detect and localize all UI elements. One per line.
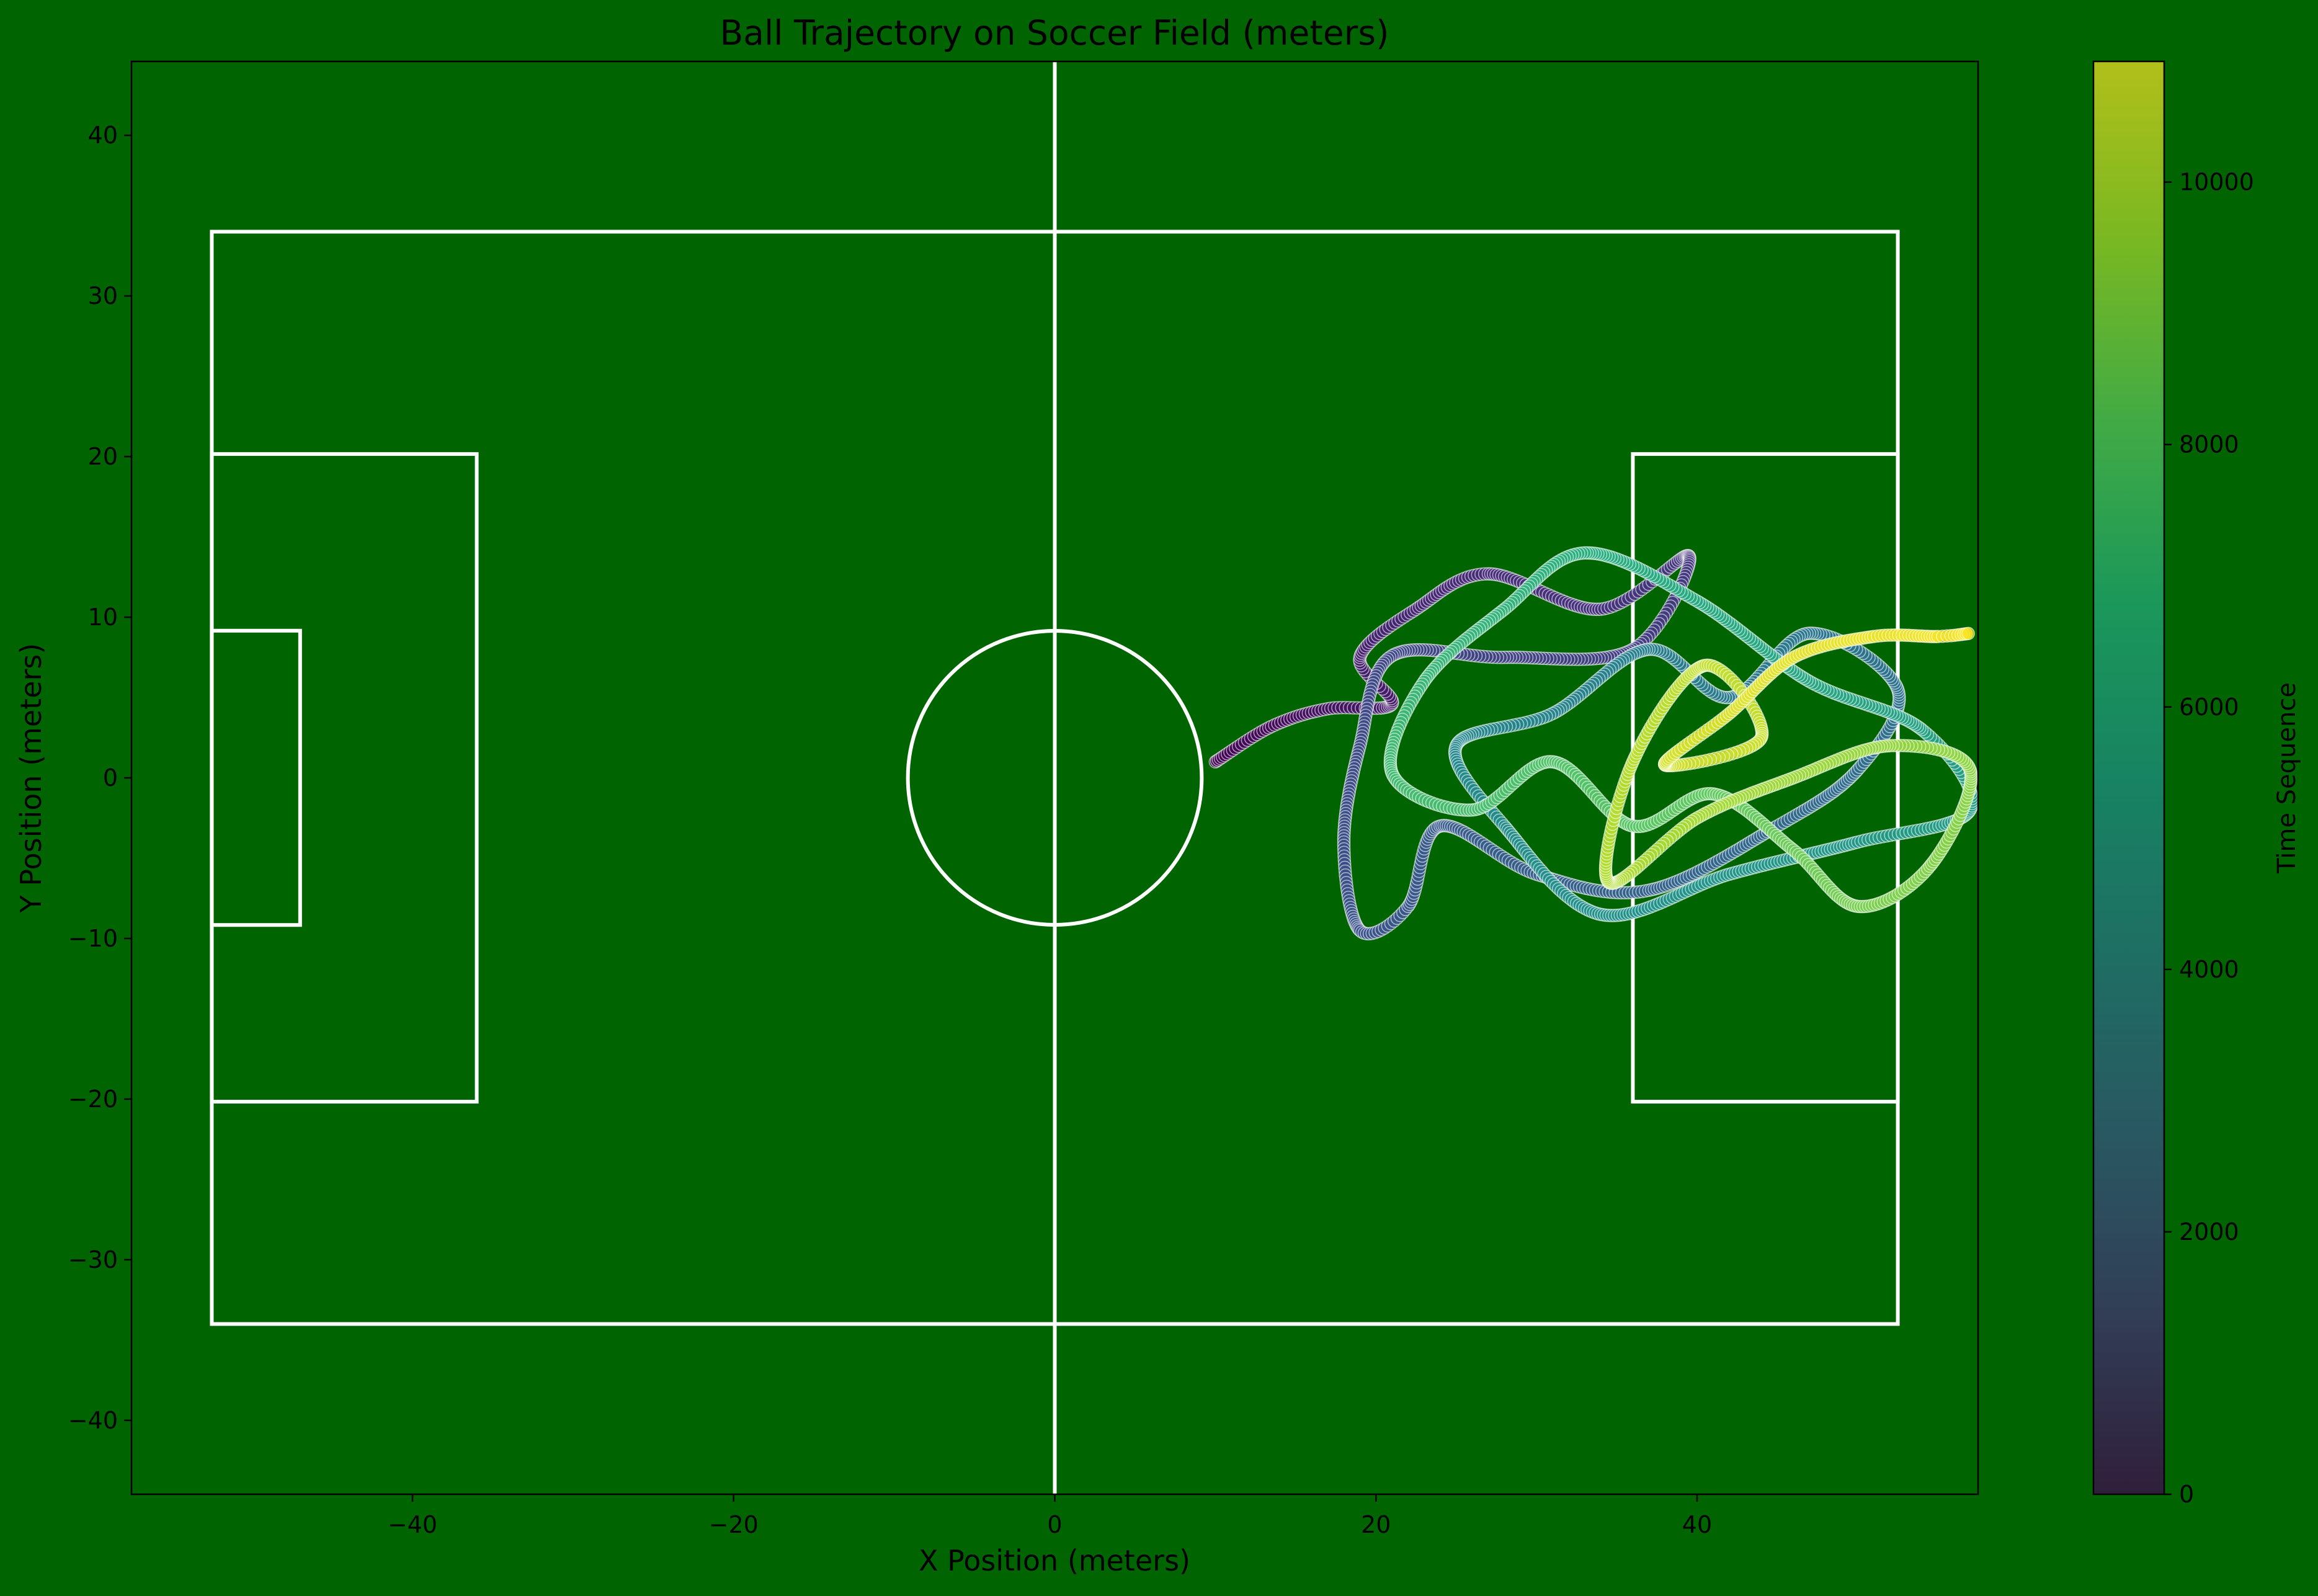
x-tick-label: 20 [1361,1511,1391,1538]
colorbar-ticks: 0 2000 4000 6000 8000 10000 [2164,169,2254,1508]
colorbar-label: Time Sequence [2273,682,2301,874]
colorbar-tick-label: 0 [2179,1481,2194,1508]
chart-title: Ball Trajectory on Soccer Field (meters) [720,13,1389,53]
y-tick-label: 0 [103,764,118,791]
plot-area [132,61,1979,1494]
colorbar-tick-label: 2000 [2179,1218,2239,1246]
trajectory-point [1962,627,1974,640]
y-axis-label: Y Position (meters) [14,643,48,914]
x-axis-ticks: −40 −20 0 20 40 [388,1494,1712,1538]
x-tick-label: −40 [388,1511,437,1538]
colorbar-tick-label: 8000 [2179,431,2239,458]
y-tick-label: −20 [68,1086,118,1113]
x-tick-label: 0 [1047,1511,1062,1538]
colorbar: 0 2000 4000 6000 8000 10000 Time Sequence [2093,61,2301,1508]
y-tick-label: −10 [68,925,118,952]
y-tick-label: 30 [88,282,118,310]
x-axis-label: X Position (meters) [919,1544,1190,1577]
y-axis-ticks: −40 −30 −20 −10 0 10 20 30 40 [68,122,132,1434]
colorbar-tick-label: 6000 [2179,693,2239,721]
x-tick-label: −20 [709,1511,759,1538]
y-tick-label: −40 [68,1407,118,1434]
colorbar-gradient [2093,61,2164,1494]
colorbar-tick-label: 4000 [2179,956,2239,983]
y-tick-label: 20 [88,443,118,470]
y-tick-label: 40 [88,122,118,149]
y-tick-label: 10 [88,604,118,631]
colorbar-tick-label: 10000 [2179,169,2254,196]
x-tick-label: 40 [1682,1511,1712,1538]
y-tick-label: −30 [68,1246,118,1273]
